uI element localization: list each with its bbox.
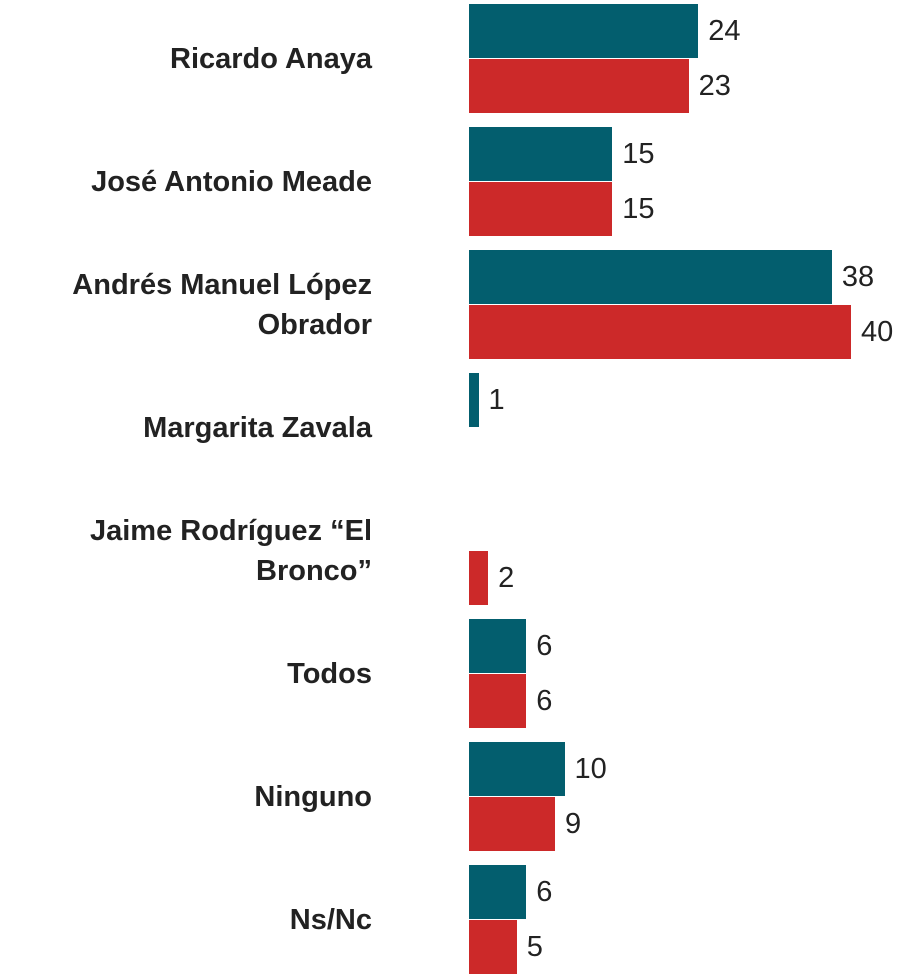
bar [469,250,832,304]
value-label: 5 [526,931,543,963]
bar [469,920,517,974]
bar [469,797,555,851]
value-label: 1 [488,384,505,416]
category-label: Ricardo Anaya [170,43,372,75]
bar [469,865,527,919]
bar [469,305,851,359]
bar [469,182,613,236]
category-label: Todos [287,658,372,690]
value-label: 2 [498,562,515,594]
value-label: 6 [536,630,553,662]
bar [469,127,613,181]
category-label: José Antonio Meade [91,166,372,198]
bar [469,551,489,605]
bar [469,59,689,113]
value-label: 6 [536,685,553,717]
value-label: 23 [698,70,731,102]
category-label: Jaime Rodríguez “El Bronco” [89,515,372,587]
value-label: 10 [574,753,607,785]
bar [469,674,527,728]
value-label: 24 [708,15,741,47]
category-label: Andrés Manuel López Obrador [72,269,372,341]
bar [469,4,699,58]
value-label: 9 [564,808,582,840]
bar [469,742,565,796]
category-label: Ninguno [254,781,372,813]
value-label: 38 [841,261,875,293]
category-label: Margarita Zavala [143,412,372,444]
bar [469,373,479,427]
value-label: 15 [622,138,655,170]
value-label: 40 [861,316,894,348]
bar [469,619,527,673]
category-label: Ns/Nc [289,904,372,936]
value-label: 6 [536,876,553,908]
value-label: 15 [622,193,655,225]
